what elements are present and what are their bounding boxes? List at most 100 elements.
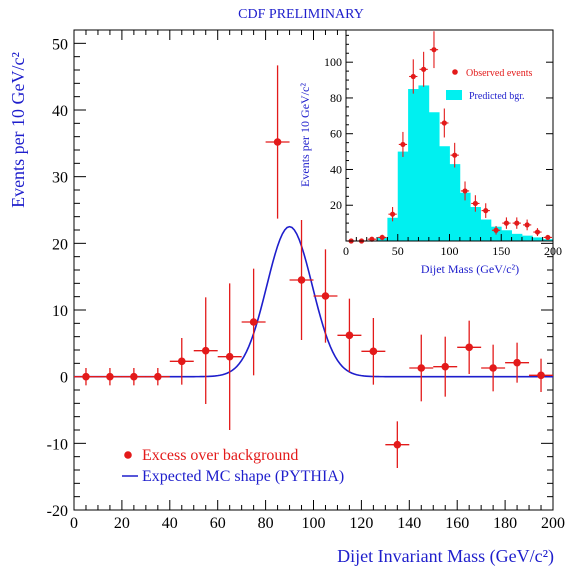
- predicted-bgr-bar: [439, 146, 450, 241]
- x-tick-label: 120: [349, 515, 373, 532]
- excess-data-point: [537, 371, 545, 380]
- y-tick-label: 10: [52, 303, 68, 320]
- excess-data-point: [201, 346, 210, 355]
- observed-data-point: [462, 188, 468, 194]
- legend-label-excess: Excess over background: [142, 447, 298, 464]
- predicted-bgr-bar: [408, 89, 419, 241]
- observed-data-point: [452, 152, 458, 158]
- inset-histogram-group: [377, 85, 554, 241]
- excess-points-group: [74, 65, 553, 468]
- observed-data-point: [524, 222, 530, 228]
- observed-data-point: [472, 200, 478, 207]
- x-tick-label: 20: [114, 515, 130, 532]
- excess-data-point: [297, 276, 306, 284]
- x-tick-label: 0: [70, 515, 78, 532]
- x-axis-label: Dijet Invariant Mass (GeV/c²): [337, 546, 554, 567]
- predicted-bgr-bar: [449, 164, 461, 241]
- excess-data-point: [225, 352, 234, 361]
- excess-data-point: [106, 372, 114, 381]
- x-tick-label: 140: [397, 515, 421, 532]
- excess-data-point: [154, 372, 162, 381]
- excess-data-point: [417, 364, 426, 372]
- main-legend: Excess over background Expected MC shape…: [122, 447, 344, 485]
- y-tick-label: -20: [47, 503, 68, 520]
- inset-y-tick-label: 20: [330, 198, 342, 212]
- y-tick-label: 0: [60, 370, 68, 387]
- predicted-bgr-bar: [459, 192, 471, 241]
- excess-data-point: [489, 364, 497, 372]
- inset-x-tick-label: 150: [492, 244, 510, 258]
- excess-data-point: [130, 372, 138, 381]
- predicted-bgr-bar: [418, 85, 430, 241]
- excess-data-point: [441, 362, 450, 371]
- x-tick-label: 80: [258, 515, 274, 532]
- x-tick-label: 40: [162, 515, 178, 532]
- y-axis-label: Events per 10 GeV/c²: [8, 52, 28, 208]
- observed-data-point: [441, 120, 447, 126]
- observed-data-point: [410, 73, 416, 80]
- predicted-bgr-bar: [387, 217, 399, 241]
- observed-data-point: [545, 234, 551, 241]
- excess-data-point: [82, 372, 90, 381]
- inset-legend: Observed events Predicted bgr.: [446, 68, 532, 102]
- predicted-bgr-bar: [511, 233, 523, 241]
- inset-x-tick-label: 50: [392, 244, 404, 258]
- mc-shape-curve-group: [74, 225, 553, 378]
- inset-y-tick-label: 60: [330, 127, 342, 141]
- observed-data-point: [379, 234, 385, 241]
- inset-legend-swatch-predicted: [446, 90, 462, 100]
- inset-legend-label-predicted: Predicted bgr.: [469, 91, 525, 102]
- observed-data-point: [400, 141, 406, 148]
- x-tick-label: 160: [445, 515, 469, 532]
- observed-data-point: [389, 211, 396, 217]
- observed-data-point: [483, 208, 489, 214]
- excess-data-point: [249, 318, 258, 326]
- excess-data-point: [513, 358, 521, 367]
- inset-x-tick-label: 100: [441, 244, 459, 258]
- inset-x-axis-label: Dijet Mass (GeV/c²): [421, 262, 519, 276]
- predicted-bgr-bar: [480, 219, 492, 241]
- mc-shape-curve: [74, 225, 553, 378]
- inset-legend-label-observed: Observed events: [466, 68, 532, 79]
- legend-marker-excess: [124, 451, 132, 459]
- excess-data-point: [273, 138, 282, 146]
- x-tick-label: 200: [541, 515, 565, 532]
- predicted-bgr-bar: [532, 237, 544, 241]
- predicted-bgr-bar: [542, 239, 554, 241]
- observed-data-point: [514, 220, 520, 226]
- observed-data-point: [534, 229, 541, 235]
- y-tick-label: 50: [52, 36, 68, 53]
- x-tick-label: 60: [210, 515, 226, 532]
- y-tick-label: 20: [52, 236, 68, 253]
- observed-data-point: [503, 220, 510, 226]
- excess-data-point: [321, 292, 330, 300]
- chart-title: CDF PRELIMINARY: [238, 7, 364, 22]
- inset-y-axis-label: Events per 10 GeV/c²: [298, 83, 312, 187]
- y-tick-label: 40: [52, 103, 68, 120]
- excess-data-point: [465, 343, 473, 352]
- excess-data-point: [177, 357, 186, 366]
- predicted-bgr-bar: [397, 151, 409, 241]
- inset-legend-marker-observed: [452, 69, 458, 75]
- y-tick-label: 30: [52, 170, 68, 187]
- excess-data-point: [393, 440, 402, 449]
- predicted-bgr-bar: [521, 235, 533, 241]
- inset-x-tick-label: 200: [544, 244, 562, 258]
- x-tick-label: 100: [302, 515, 326, 532]
- inset-y-tick-label: 40: [330, 162, 342, 176]
- legend-label-mc: Expected MC shape (PYTHIA): [142, 468, 344, 485]
- y-tick-label: -10: [47, 436, 68, 453]
- predicted-bgr-bar: [470, 207, 481, 241]
- observed-data-point: [493, 227, 499, 233]
- excess-data-point: [345, 331, 354, 340]
- inset-x-tick-label: 0: [343, 244, 349, 258]
- predicted-bgr-bar: [501, 230, 512, 241]
- predicted-bgr-bar: [428, 112, 440, 241]
- inset-y-tick-label: 100: [324, 55, 342, 69]
- inset-y-tick-label: 80: [330, 91, 342, 105]
- observed-data-point: [431, 47, 437, 53]
- observed-data-point: [421, 66, 427, 72]
- inset-plot-axes: 0 50 100 150 200 20 40 60 80 100: [324, 29, 562, 258]
- x-tick-label: 180: [493, 515, 517, 532]
